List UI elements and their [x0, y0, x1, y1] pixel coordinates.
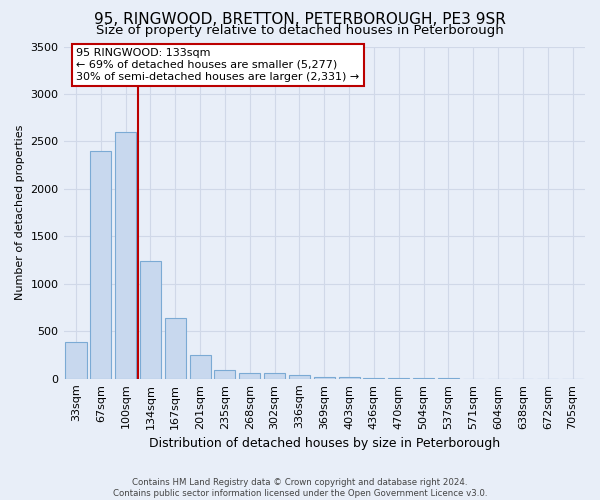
Bar	[264, 373, 285, 379]
Bar	[140, 261, 161, 379]
Y-axis label: Number of detached properties: Number of detached properties	[15, 125, 25, 300]
X-axis label: Distribution of detached houses by size in Peterborough: Distribution of detached houses by size …	[149, 437, 500, 450]
Bar	[115, 132, 136, 379]
Bar	[165, 318, 186, 379]
Text: Size of property relative to detached houses in Peterborough: Size of property relative to detached ho…	[96, 24, 504, 37]
Bar	[314, 377, 335, 379]
Bar	[289, 374, 310, 379]
Bar	[190, 354, 211, 379]
Bar	[65, 342, 86, 379]
Bar	[364, 378, 385, 379]
Bar	[338, 378, 359, 379]
Bar	[90, 151, 112, 379]
Bar	[214, 370, 235, 379]
Text: Contains HM Land Registry data © Crown copyright and database right 2024.
Contai: Contains HM Land Registry data © Crown c…	[113, 478, 487, 498]
Text: 95, RINGWOOD, BRETTON, PETERBOROUGH, PE3 9SR: 95, RINGWOOD, BRETTON, PETERBOROUGH, PE3…	[94, 12, 506, 28]
Text: 95 RINGWOOD: 133sqm
← 69% of detached houses are smaller (5,277)
30% of semi-det: 95 RINGWOOD: 133sqm ← 69% of detached ho…	[76, 48, 359, 82]
Bar	[239, 373, 260, 379]
Bar	[388, 378, 409, 379]
